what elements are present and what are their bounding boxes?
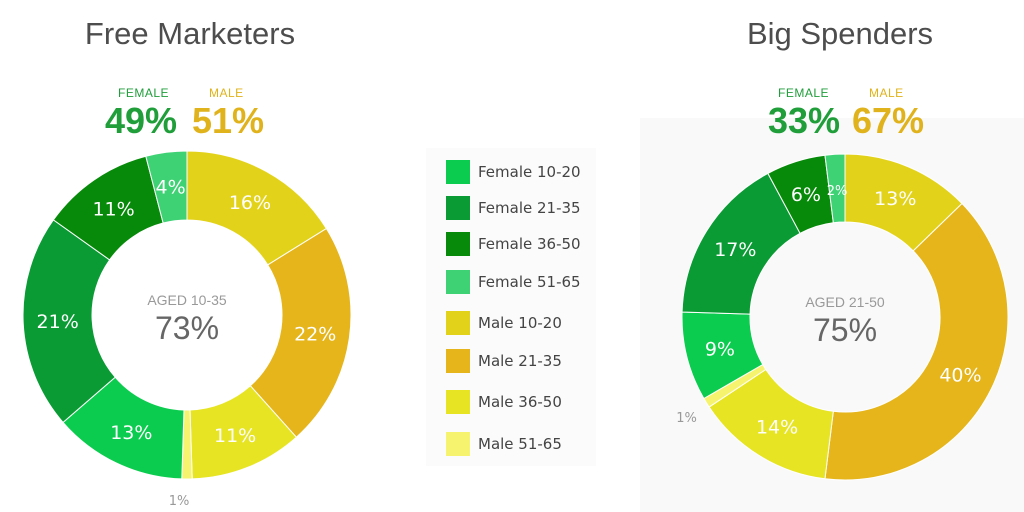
donut-slice-female-51-65 bbox=[824, 153, 846, 224]
legend-label: Male 36-50 bbox=[478, 393, 562, 411]
legend-swatch bbox=[446, 311, 470, 335]
legend-swatch bbox=[446, 196, 470, 220]
male-label-1: MALE bbox=[209, 86, 244, 100]
male-pct-2: 67% bbox=[852, 100, 925, 141]
legend-swatch bbox=[446, 349, 470, 373]
donut-slice-male-21-35 bbox=[824, 202, 1009, 481]
legend-swatch bbox=[446, 432, 470, 456]
legend-label: Female 10-20 bbox=[478, 163, 581, 181]
slice-value-label: 1% bbox=[169, 494, 190, 509]
slice-value-label: 13% bbox=[110, 422, 152, 444]
slice-value-label: 16% bbox=[229, 192, 271, 214]
legend-item: Male 51-65 bbox=[446, 432, 562, 456]
slice-value-label: 40% bbox=[939, 365, 981, 387]
slice-value-label: 11% bbox=[92, 198, 134, 220]
male-label-2: MALE bbox=[869, 86, 904, 100]
legend-label: Female 21-35 bbox=[478, 199, 581, 217]
legend: Female 10-20 Female 21-35 Female 36-50 F… bbox=[426, 148, 596, 466]
slice-value-label: 11% bbox=[214, 425, 256, 447]
center-value: 75% bbox=[813, 312, 877, 348]
legend-swatch bbox=[446, 270, 470, 294]
slice-value-label: 13% bbox=[874, 188, 916, 210]
slice-value-label: 1% bbox=[676, 411, 697, 426]
legend-label: Male 21-35 bbox=[478, 352, 562, 370]
slice-value-label: 2% bbox=[827, 184, 848, 199]
chart-title-big-spenders: Big Spenders bbox=[746, 16, 934, 51]
female-pct-1: 49% bbox=[105, 100, 178, 141]
slice-value-label: 17% bbox=[714, 239, 756, 261]
legend-label: Female 51-65 bbox=[478, 273, 581, 291]
male-pct-1: 51% bbox=[192, 100, 265, 141]
legend-item: Female 36-50 bbox=[446, 232, 581, 256]
center-label: AGED 21-50 bbox=[805, 294, 885, 310]
legend-swatch bbox=[446, 160, 470, 184]
slice-value-label: 14% bbox=[756, 417, 798, 439]
slice-value-label: 21% bbox=[37, 311, 79, 333]
legend-label: Male 10-20 bbox=[478, 314, 562, 332]
legend-swatch bbox=[446, 390, 470, 414]
center-label: AGED 10-35 bbox=[147, 292, 227, 308]
slice-value-label: 9% bbox=[705, 338, 735, 360]
center-value: 73% bbox=[155, 310, 219, 346]
donut-slice-male-21-35 bbox=[249, 227, 352, 438]
legend-swatch bbox=[446, 232, 470, 256]
female-label-1: FEMALE bbox=[118, 86, 170, 100]
legend-item: Male 21-35 bbox=[446, 349, 562, 373]
female-label-2: FEMALE bbox=[778, 86, 830, 100]
donut-slice-female-51-65 bbox=[145, 150, 188, 224]
slice-value-label: 22% bbox=[294, 323, 336, 345]
chart-title-free-marketers: Free Marketers bbox=[84, 16, 296, 51]
slice-value-label: 6% bbox=[791, 184, 821, 206]
legend-item: Female 51-65 bbox=[446, 270, 581, 294]
slice-value-label: 4% bbox=[156, 177, 186, 199]
legend-item: Male 10-20 bbox=[446, 311, 562, 335]
female-pct-2: 33% bbox=[768, 100, 841, 141]
legend-item: Female 10-20 bbox=[446, 160, 581, 184]
legend-label: Male 51-65 bbox=[478, 435, 562, 453]
legend-item: Female 21-35 bbox=[446, 196, 581, 220]
legend-item: Male 36-50 bbox=[446, 390, 562, 414]
donut-slice-female-21-35 bbox=[22, 219, 116, 424]
legend-label: Female 36-50 bbox=[478, 235, 581, 253]
